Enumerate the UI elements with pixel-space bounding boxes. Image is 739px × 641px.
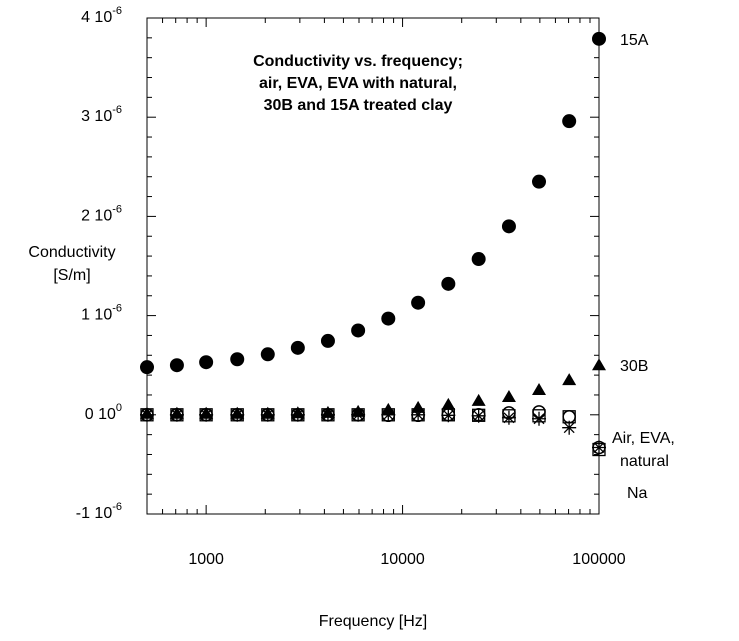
data-point — [501, 219, 516, 234]
data-point — [381, 311, 396, 326]
x-axis-label: Frequency [Hz] — [319, 613, 427, 630]
data-point — [381, 407, 396, 422]
y-axis-label: [S/m] — [53, 267, 90, 284]
annotation: Air, EVA, — [612, 430, 675, 447]
y-tick-label-exponent: -6 — [112, 203, 122, 215]
data-point — [320, 333, 335, 348]
y-tick-label-base: -1 10 — [76, 505, 113, 522]
data-point — [441, 408, 456, 423]
y-tick-label: 1 10-6 — [81, 303, 122, 324]
x-tick-label: 10000 — [380, 551, 425, 568]
data-point — [471, 408, 486, 423]
data-point — [501, 389, 516, 402]
data-point — [562, 373, 577, 386]
data-point — [290, 407, 305, 422]
data-point — [230, 352, 245, 367]
data-point — [592, 31, 606, 46]
y-tick-label-base: 0 10 — [85, 406, 116, 423]
y-tick-label-exponent: -6 — [112, 104, 122, 116]
data-point — [411, 295, 426, 310]
data-point — [230, 407, 245, 422]
x-tick-label: 100000 — [572, 551, 625, 568]
chart-title: Conductivity vs. frequency; — [253, 53, 463, 70]
y-tick-label: 4 10-6 — [81, 5, 122, 26]
y-tick-label: 3 10-6 — [81, 104, 122, 125]
data-point — [140, 407, 154, 422]
y-tick-label-base: 1 10 — [81, 307, 112, 324]
data-point — [320, 407, 335, 422]
data-point — [471, 393, 486, 406]
data-point — [199, 355, 214, 370]
data-point — [351, 323, 366, 338]
y-tick-label-base: 4 10 — [81, 9, 112, 26]
data-point — [290, 340, 305, 355]
y-tick-label: -1 10-6 — [76, 501, 122, 522]
annotation: natural — [620, 453, 669, 470]
annotation: 15A — [620, 32, 649, 49]
chart-title: air, EVA, EVA with natural, — [259, 75, 457, 92]
data-point — [169, 407, 184, 422]
plot-frame — [146, 17, 600, 515]
data-point — [199, 407, 214, 422]
y-tick-label-exponent: -6 — [112, 303, 122, 315]
data-point — [441, 276, 456, 291]
y-axis-label: Conductivity — [28, 244, 115, 261]
data-point — [169, 358, 184, 373]
y-tick-label-exponent: 0 — [116, 402, 122, 414]
data-point — [471, 252, 486, 267]
data-point — [411, 407, 426, 422]
data-point — [592, 440, 606, 455]
annotation: Na — [627, 485, 648, 502]
x-tick-label: 1000 — [188, 551, 224, 568]
chart-title: 30B and 15A treated clay — [264, 97, 453, 114]
y-tick-label-exponent: -6 — [112, 501, 122, 513]
data-point — [562, 114, 577, 129]
data-point — [592, 358, 606, 371]
data-point — [532, 383, 547, 395]
y-tick-label: 2 10-6 — [81, 203, 122, 224]
data-point — [532, 411, 547, 426]
y-tick-label-exponent: -6 — [112, 5, 122, 17]
annotation: 30B — [620, 358, 648, 375]
data-point — [351, 407, 366, 422]
data-point — [562, 420, 577, 435]
y-tick-label: 0 100 — [85, 402, 122, 423]
data-point — [140, 360, 154, 375]
data-point — [441, 397, 456, 410]
data-point — [260, 347, 275, 362]
data-point — [501, 410, 516, 425]
y-tick-label-base: 3 10 — [81, 108, 112, 125]
data-point — [532, 174, 547, 189]
y-tick-label-base: 2 10 — [81, 208, 112, 225]
data-point — [260, 407, 275, 422]
